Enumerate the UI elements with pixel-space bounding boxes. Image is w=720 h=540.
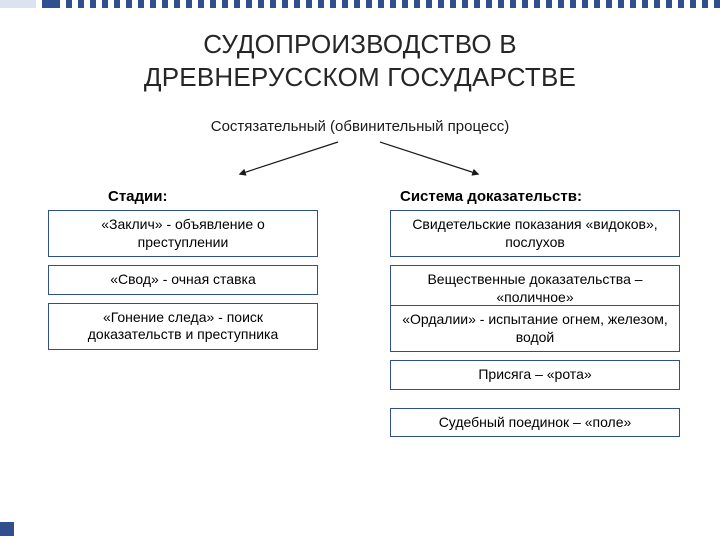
left-column: «Заклич» - объявление о преступлении «Св… xyxy=(48,210,318,358)
decorative-corner-square xyxy=(0,522,14,536)
evidence-box: Свидетельские показания «видоков», послу… xyxy=(390,210,680,257)
title-line-2: ДРЕВНЕРУССКОМ ГОСУДАРСТВЕ xyxy=(144,62,576,92)
stage-box: «Гонение следа» - поиск доказательств и … xyxy=(48,303,318,350)
branch-arrows xyxy=(220,138,500,178)
subtitle: Состязательный (обвинительный процесс) xyxy=(0,118,720,135)
left-column-header: Стадии: xyxy=(108,188,167,205)
right-column: Свидетельские показания «видоков», послу… xyxy=(390,210,680,445)
evidence-box: Судебный поединок – «поле» xyxy=(390,408,680,438)
decorative-top-bar xyxy=(0,0,720,8)
evidence-box: Присяга – «рота» xyxy=(390,360,680,390)
stage-box: «Заклич» - объявление о преступлении xyxy=(48,210,318,257)
evidence-box: «Ордалии» - испытание огнем, железом, во… xyxy=(390,305,680,352)
stage-box: «Свод» - очная ставка xyxy=(48,265,318,295)
page-title: СУДОПРОИЗВОДСТВО В ДРЕВНЕРУССКОМ ГОСУДАР… xyxy=(0,28,720,93)
title-line-1: СУДОПРОИЗВОДСТВО В xyxy=(203,29,517,59)
right-column-header: Система доказательств: xyxy=(400,188,582,205)
